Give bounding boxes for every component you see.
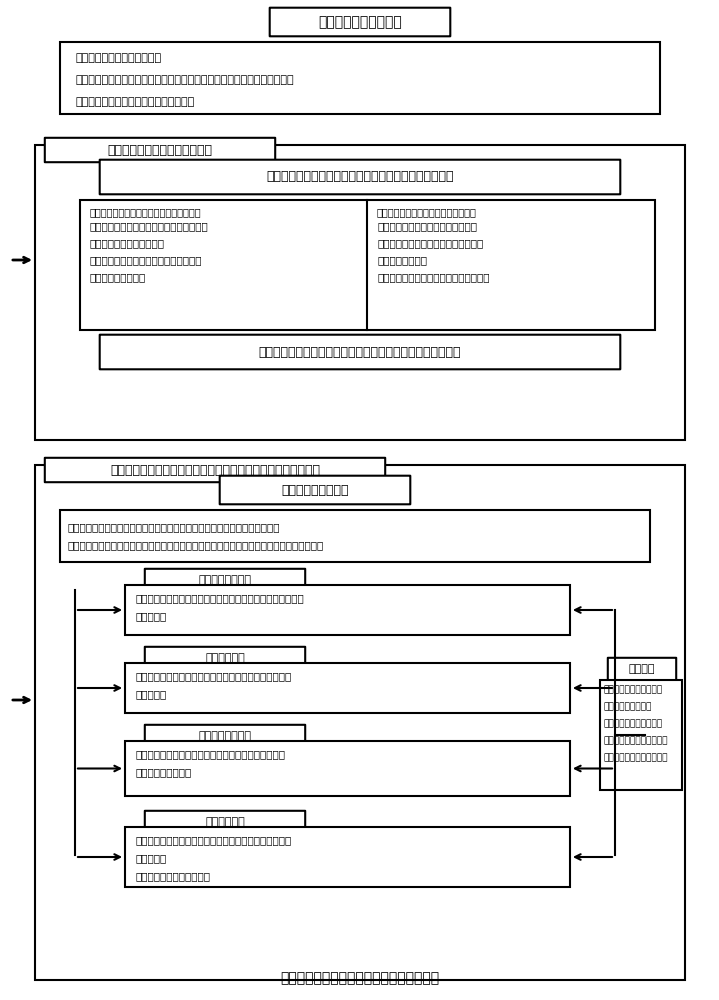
Bar (60, 42, 660, 114)
Text: 行う場合の地方債の特例: 行う場合の地方債の特例 (604, 736, 669, 745)
Bar (125, 827, 570, 887)
Text: ・市町村が作成する基本構想の指針　等: ・市町村が作成する基本構想の指針 等 (75, 97, 194, 107)
Text: 基本方針（主務大臣）: 基本方針（主務大臣） (318, 15, 402, 29)
Text: ・鉄道車両の車椅子スペースの確保: ・鉄道車両の車椅子スペースの確保 (377, 221, 477, 231)
FancyBboxPatch shape (45, 458, 385, 482)
FancyBboxPatch shape (145, 811, 305, 833)
Bar (125, 663, 570, 713)
FancyBboxPatch shape (220, 476, 411, 504)
Text: ・航空機座席の可動式肘掛けの装着　等: ・航空機座席の可動式肘掛けの装着 等 (377, 272, 490, 282)
FancyBboxPatch shape (608, 658, 676, 680)
Bar (600, 680, 682, 790)
Text: ・都道府県公安委員会が基本構想に沿って事業計画を: ・都道府県公安委員会が基本構想に沿って事業計画を (135, 749, 285, 759)
Text: 道路特定事業: 道路特定事業 (205, 653, 245, 663)
Text: ・移動円滑化のために公共交通事業者が講ずべき措置に関する基本的事項: ・移動円滑化のために公共交通事業者が講ずべき措置に関する基本的事項 (75, 75, 293, 85)
Text: ・鉄道車両の視覚案内情報装置の設置: ・鉄道車両の視覚案内情報装置の設置 (377, 238, 483, 248)
Bar (125, 741, 570, 796)
Bar (80, 200, 655, 330)
Text: ・地方公共団体が助成を: ・地方公共団体が助成を (604, 719, 663, 728)
Bar (35, 145, 685, 440)
Text: ・駅前広場、道路等一般交通の用に供する施設について: ・駅前広場、道路等一般交通の用に供する施設について (135, 835, 291, 845)
FancyBboxPatch shape (145, 647, 305, 669)
Text: ・旅客施設、道路、駅前広場等について、移動円滑化のための事業に関する基本的事項　等: ・旅客施設、道路、駅前広場等について、移動円滑化のための事業に関する基本的事項 … (68, 540, 324, 550)
Bar (125, 585, 570, 635)
Text: 必要な措置: 必要な措置 (135, 853, 166, 863)
Text: ・誘導警告ブロックの敷設: ・誘導警告ブロックの敷設 (90, 238, 165, 248)
Text: 新設の旅客施設、車両についての公共交通事業者の義務: 新設の旅客施設、車両についての公共交通事業者の義務 (266, 170, 454, 184)
Text: 既設の旅客施設、車両についての公共交通事業者の努力義務: 既設の旅客施設、車両についての公共交通事業者の努力義務 (259, 346, 462, 359)
Bar (35, 465, 685, 980)
FancyBboxPatch shape (145, 725, 305, 747)
Text: その他の事業: その他の事業 (205, 817, 245, 827)
Bar (60, 510, 650, 562)
Text: 交通安全特定事業: 交通安全特定事業 (198, 731, 252, 741)
Text: ・低床バスの導入: ・低床バスの導入 (377, 255, 427, 265)
Text: ・公共交通事業者が、基本構想に沿って事業計画を作成し、: ・公共交通事業者が、基本構想に沿って事業計画を作成し、 (135, 593, 303, 603)
FancyBboxPatch shape (45, 138, 275, 162)
Text: ・移動円滑化の意義及び目標: ・移動円滑化の意義及び目標 (75, 53, 161, 63)
Text: よる補助金の交付: よる補助金の交付 (604, 702, 652, 711)
Text: 重点整備地区におけるバリアフリー化の重点的・一体的な推進: 重点整備地区におけるバリアフリー化の重点的・一体的な推進 (110, 464, 320, 477)
Text: ・駅等の旅客施設及びその周辺の地区を重点的に整備すべき地区として指定: ・駅等の旅客施設及びその周辺の地区を重点的に整備すべき地区として指定 (68, 522, 280, 532)
FancyBboxPatch shape (270, 8, 450, 36)
Text: 事業を実施: 事業を実施 (135, 611, 166, 621)
Text: ・運輸施設整備事業団に: ・運輸施設整備事業団に (604, 685, 663, 694)
Text: ・トイレを設置する場合の身体障害者用: ・トイレを設置する場合の身体障害者用 (90, 255, 203, 265)
Text: 作成し、事業を実施: 作成し、事業を実施 (135, 767, 191, 777)
FancyBboxPatch shape (100, 335, 620, 369)
Text: ・エレベーター、エスカレーター等の設置: ・エレベーター、エスカレーター等の設置 (90, 221, 209, 231)
Text: （車両を導入する際の基準適合義務）: （車両を導入する際の基準適合義務） (377, 207, 477, 217)
Text: ・固定資産税等課税の特例: ・固定資産税等課税の特例 (604, 753, 669, 762)
Text: 公共交通事業者が講ずべき措置: 公共交通事業者が講ずべき措置 (108, 143, 213, 156)
Text: 図　公共交通機関を利用した移動の円滑化: 図 公共交通機関を利用した移動の円滑化 (280, 971, 439, 985)
Text: ・道路管理者が、基本構想に沿って事業計画を作成し、: ・道路管理者が、基本構想に沿って事業計画を作成し、 (135, 671, 291, 681)
Text: トイレの設置　等: トイレの設置 等 (90, 272, 146, 282)
Text: 支援措置: 支援措置 (628, 664, 655, 674)
Text: 公共交通特定事業: 公共交通特定事業 (198, 575, 252, 585)
Text: 基本構想（市町村）: 基本構想（市町村） (281, 484, 349, 496)
FancyBboxPatch shape (145, 569, 305, 591)
Text: 事業を実施: 事業を実施 (135, 689, 166, 699)
Text: （旅客施設を新設する際の基準適合義務）: （旅客施設を新設する際の基準適合義務） (90, 207, 201, 217)
Text: ・駐車場、公園等の整備等: ・駐車場、公園等の整備等 (135, 871, 210, 881)
FancyBboxPatch shape (100, 160, 620, 194)
